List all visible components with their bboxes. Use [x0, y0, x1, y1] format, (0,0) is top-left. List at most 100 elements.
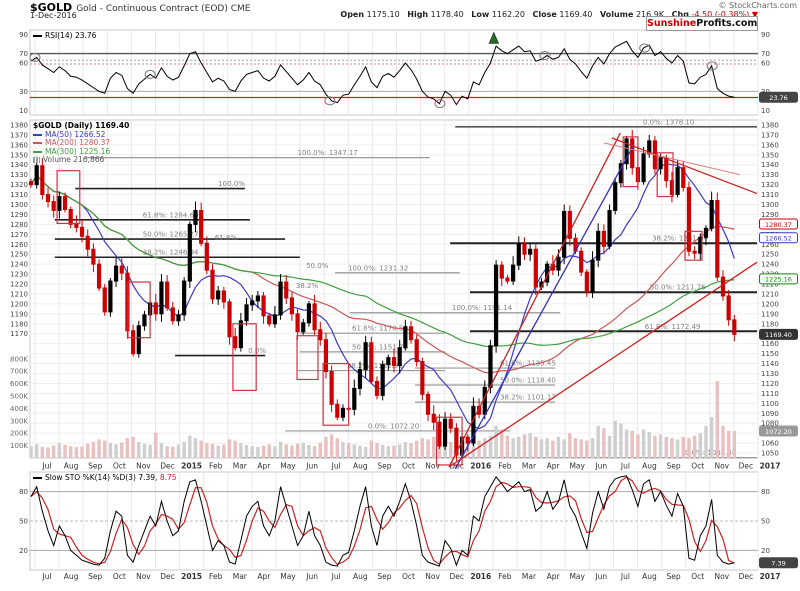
svg-text:1266.52: 1266.52 [765, 235, 792, 243]
svg-text:1225.16: 1225.16 [765, 276, 792, 284]
ma200-swatch-icon [33, 142, 42, 144]
svg-text:1090: 1090 [761, 410, 779, 418]
svg-text:1140: 1140 [761, 360, 779, 368]
logo-part1: Sunshine [647, 18, 697, 29]
svg-text:Aug: Aug [64, 462, 79, 471]
svg-text:1250: 1250 [10, 251, 28, 259]
svg-text:10: 10 [761, 107, 770, 115]
svg-text:50.0%: 50.0% [306, 262, 329, 270]
svg-text:1169.40: 1169.40 [765, 331, 792, 339]
ma300-swatch-icon [33, 150, 42, 153]
svg-text:1350: 1350 [761, 151, 779, 159]
chart-date: 1-Dec-2016 [30, 11, 77, 20]
svg-text:Feb: Feb [498, 462, 512, 471]
volume-bars-icon [33, 157, 40, 163]
svg-text:0.0%: 1072.20: 0.0%: 1072.20 [368, 422, 419, 430]
svg-text:Apr: Apr [547, 462, 561, 471]
high-label: High [407, 10, 429, 19]
svg-text:Jun: Jun [594, 572, 607, 581]
svg-text:Feb: Feb [498, 572, 512, 581]
volume-legend: Volume 216,866 [43, 155, 105, 164]
svg-text:May: May [569, 462, 585, 471]
svg-text:Oct: Oct [691, 462, 704, 471]
svg-text:80: 80 [19, 488, 28, 496]
svg-text:0.0%: 1378.10: 0.0%: 1378.10 [643, 118, 694, 126]
svg-text:38.2%: 1261.04: 38.2%: 1261.04 [652, 235, 708, 243]
volume-value: 216.9K [635, 10, 665, 19]
logo-part2: Profits.com [696, 18, 758, 29]
svg-text:Mar: Mar [233, 572, 248, 581]
chg-label: Chg [671, 10, 689, 19]
svg-text:Feb: Feb [209, 572, 223, 581]
svg-text:1370: 1370 [761, 131, 779, 139]
svg-text:Apr: Apr [257, 462, 271, 471]
svg-text:2017: 2017 [760, 462, 781, 471]
svg-text:1250: 1250 [761, 251, 779, 259]
svg-text:Aug: Aug [642, 462, 657, 471]
svg-text:1110: 1110 [761, 390, 779, 398]
svg-text:1180: 1180 [10, 320, 28, 328]
svg-text:30: 30 [19, 88, 28, 96]
svg-text:Aug: Aug [64, 572, 79, 581]
svg-text:Sep: Sep [88, 462, 102, 471]
svg-text:38.2%: 1246.94: 38.2%: 1246.94 [143, 249, 199, 257]
stockcharts-credit-link[interactable]: © StockCharts.com [718, 1, 797, 10]
sto-k-value: 7.39, [138, 473, 158, 482]
svg-text:Sep: Sep [667, 462, 681, 471]
sunshineprofits-logo-link[interactable]: SunshineProfits.com [646, 16, 758, 31]
svg-text:Nov: Nov [425, 462, 440, 471]
svg-text:Dec: Dec [449, 572, 464, 581]
chg-value: -4.50 (-0.38%) [691, 10, 750, 19]
svg-text:Jun: Jun [305, 572, 318, 581]
svg-text:1160: 1160 [761, 340, 779, 348]
svg-text:800K: 800K [10, 355, 28, 363]
svg-text:Dec: Dec [739, 462, 754, 471]
svg-text:2016: 2016 [470, 572, 491, 581]
svg-text:1170: 1170 [10, 330, 28, 338]
svg-text:May: May [569, 572, 585, 581]
low-label: Low [471, 10, 490, 19]
svg-text:50.0%: 1151.76: 50.0%: 1151.76 [352, 343, 408, 351]
svg-text:61.8%: 1172.49: 61.8%: 1172.49 [645, 323, 701, 331]
svg-text:90: 90 [761, 31, 770, 39]
svg-text:1240: 1240 [10, 261, 28, 269]
low-value: 1162.20 [491, 10, 525, 19]
svg-text:Jul: Jul [41, 572, 51, 581]
ma300-legend: MA(300) 1225.16 [45, 146, 111, 156]
svg-text:1200: 1200 [761, 300, 779, 308]
svg-text:Nov: Nov [425, 572, 440, 581]
svg-text:1280.37: 1280.37 [765, 221, 792, 229]
svg-text:50: 50 [761, 518, 770, 526]
svg-text:1300: 1300 [10, 201, 28, 209]
svg-text:50.0%: 1265.27: 50.0%: 1265.27 [143, 231, 199, 239]
svg-text:38.2%: 1132.96: 38.2%: 1132.96 [347, 362, 403, 370]
svg-text:600K: 600K [10, 380, 28, 388]
svg-text:Sep: Sep [667, 572, 681, 581]
svg-text:90: 90 [19, 31, 28, 39]
svg-text:100.0%: 100.0% [218, 180, 245, 188]
svg-text:Sep: Sep [88, 572, 102, 581]
svg-text:Nov: Nov [136, 462, 151, 471]
close-value: 1169.40 [559, 10, 593, 19]
svg-text:Jul: Jul [331, 462, 341, 471]
svg-text:61.8%: 1284.60: 61.8%: 1284.60 [143, 211, 199, 219]
chg-down-arrow-icon: ▼ [751, 10, 758, 19]
svg-text:1290: 1290 [761, 211, 779, 219]
svg-text:Oct: Oct [113, 572, 126, 581]
svg-text:1320: 1320 [10, 181, 28, 189]
rsi-legend-label: RSI(14) 23.76 [45, 31, 97, 40]
svg-text:Sep: Sep [377, 462, 391, 471]
svg-text:1360: 1360 [761, 141, 779, 149]
svg-text:100K: 100K [10, 442, 28, 450]
svg-text:70: 70 [761, 50, 770, 58]
svg-text:1340: 1340 [10, 161, 28, 169]
svg-text:Jul: Jul [620, 572, 630, 581]
svg-text:50.0%: 1118.40: 50.0%: 1118.40 [500, 377, 556, 385]
svg-text:1210: 1210 [761, 290, 779, 298]
svg-text:1380: 1380 [10, 121, 28, 129]
svg-text:1050: 1050 [761, 450, 779, 458]
svg-text:60: 60 [19, 60, 28, 68]
open-label: Open [340, 10, 365, 19]
